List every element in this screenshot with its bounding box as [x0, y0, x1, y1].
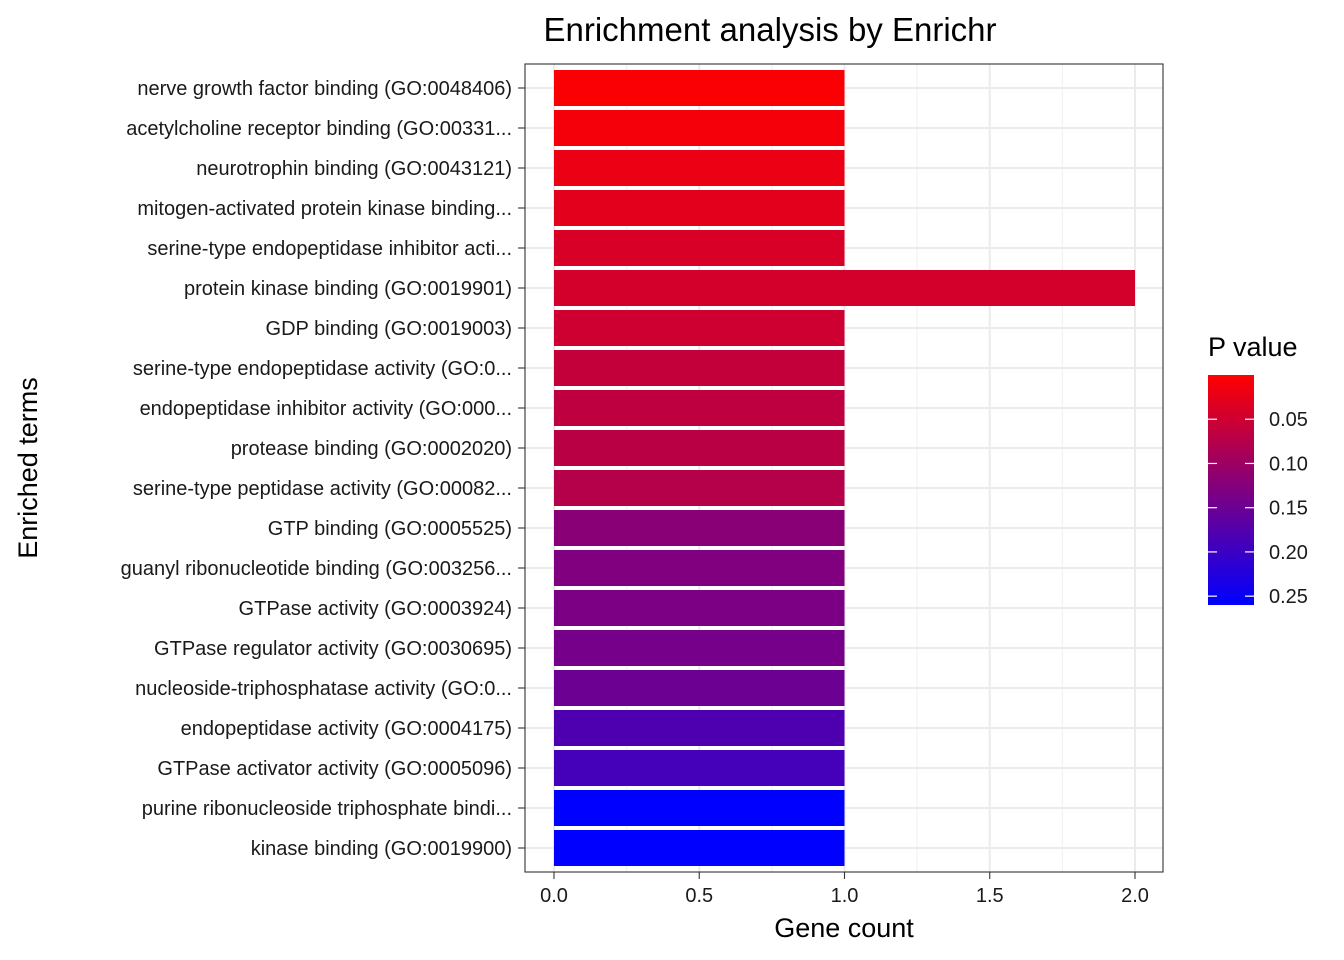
category-label: GTPase activity (GO:0003924) — [239, 598, 512, 620]
bar — [554, 590, 845, 626]
x-tick-label: 2.0 — [1121, 885, 1149, 907]
category-label: neurotrophin binding (GO:0043121) — [196, 158, 512, 180]
legend-colorbar — [1208, 375, 1254, 605]
category-label: acetylcholine receptor binding (GO:00331… — [126, 118, 512, 140]
legend-tick-label: 0.15 — [1269, 498, 1308, 520]
bar — [554, 190, 845, 226]
bar — [554, 110, 845, 146]
bar — [554, 670, 845, 706]
bar — [554, 350, 845, 386]
bar — [554, 270, 1135, 306]
category-label: serine-type endopeptidase activity (GO:0… — [133, 358, 512, 380]
category-label: nucleoside-triphosphatase activity (GO:0… — [135, 678, 512, 700]
x-tick-label: 0.5 — [685, 885, 713, 907]
category-label: GDP binding (GO:0019003) — [266, 318, 512, 340]
category-label: nerve growth factor binding (GO:0048406) — [137, 78, 512, 100]
bar — [554, 70, 845, 106]
category-label: guanyl ribonucleotide binding (GO:003256… — [121, 558, 512, 580]
category-label: protease binding (GO:0002020) — [231, 438, 512, 460]
legend-tick-label: 0.05 — [1269, 409, 1308, 431]
legend: P value 0.05 0.10 0.15 0.20 0.25 — [1208, 332, 1308, 608]
category-label: endopeptidase activity (GO:0004175) — [181, 718, 512, 740]
bar — [554, 830, 845, 866]
bar — [554, 230, 845, 266]
category-label: serine-type endopeptidase inhibitor acti… — [147, 238, 512, 260]
bar — [554, 150, 845, 186]
bar — [554, 510, 845, 546]
category-label: serine-type peptidase activity (GO:00082… — [133, 478, 512, 500]
bar — [554, 790, 845, 826]
bar — [554, 310, 845, 346]
category-label: GTP binding (GO:0005525) — [268, 518, 512, 540]
bar — [554, 430, 845, 466]
legend-tick-label: 0.10 — [1269, 453, 1308, 475]
category-label: kinase binding (GO:0019900) — [251, 838, 512, 860]
category-label: GTPase regulator activity (GO:0030695) — [154, 638, 512, 660]
legend-title: P value — [1208, 332, 1298, 362]
bar — [554, 390, 845, 426]
bar — [554, 470, 845, 506]
bar — [554, 710, 845, 746]
x-axis: 0.0 0.5 1.0 1.5 2.0 — [540, 872, 1149, 907]
y-axis-title: Enriched terms — [13, 377, 43, 559]
bars — [554, 70, 1135, 866]
x-axis-title: Gene count — [774, 913, 914, 943]
category-label: protein kinase binding (GO:0019901) — [184, 278, 512, 300]
category-label: purine ribonucleoside triphosphate bindi… — [142, 798, 512, 820]
bar — [554, 630, 845, 666]
category-label: endopeptidase inhibitor activity (GO:000… — [140, 398, 512, 420]
category-label: mitogen-activated protein kinase binding… — [137, 198, 512, 220]
category-label: GTPase activator activity (GO:0005096) — [157, 758, 512, 780]
x-tick-label: 1.5 — [976, 885, 1004, 907]
chart-title: Enrichment analysis by Enrichr — [543, 11, 996, 48]
y-axis: nerve growth factor binding (GO:0048406)… — [121, 78, 525, 860]
legend-tick-label: 0.20 — [1269, 542, 1308, 564]
legend-tick-label: 0.25 — [1269, 586, 1308, 608]
x-tick-label: 1.0 — [831, 885, 859, 907]
bar — [554, 750, 845, 786]
bar — [554, 550, 845, 586]
x-tick-label: 0.0 — [540, 885, 568, 907]
